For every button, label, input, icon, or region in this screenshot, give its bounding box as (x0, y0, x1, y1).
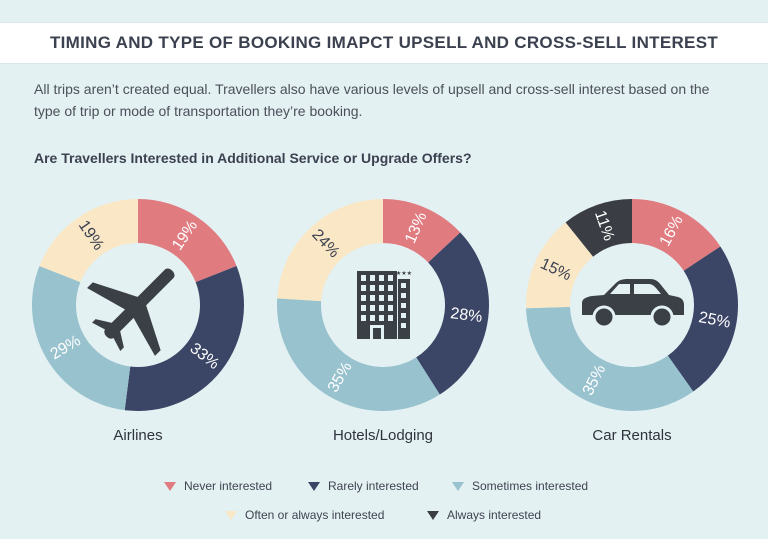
donut-slice-never (632, 199, 721, 271)
page-title: TIMING AND TYPE OF BOOKING IMAPCT UPSELL… (49, 33, 719, 52)
donut-slice-rarely (124, 265, 244, 411)
legend-item-rarely: Rarely interested (307, 479, 419, 493)
hotel-icon: ★★★ (357, 270, 412, 339)
legend-item-often: Often or always interested (224, 508, 384, 522)
data-label-rarely: 25% (697, 309, 732, 332)
data-label-rarely: 28% (449, 305, 483, 326)
donut-slice-often (526, 222, 594, 309)
legend-item-never: Never interested (163, 479, 272, 493)
chart-title: Car Rentals (592, 427, 671, 444)
svg-text:★★★: ★★★ (396, 270, 412, 277)
legend-swatch-rarely (308, 481, 320, 491)
chart-title: Airlines (113, 427, 162, 444)
car-icon (582, 279, 684, 329)
legend-label-never: Never interested (184, 479, 273, 493)
donut-slice-always (565, 199, 632, 257)
donut-slice-sometimes (277, 298, 440, 411)
donut-slice-often (277, 199, 383, 302)
legend-label-always: Always interested (447, 508, 542, 522)
donut-slice-sometimes (31, 265, 131, 411)
legend-label-often: Often or always interested (245, 508, 385, 522)
legend-swatch-sometimes (452, 481, 464, 491)
donut-chart-0: 19%33%29%19%Airlines (31, 199, 244, 444)
donut-chart-2: 16%25%35%15%11%Car Rentals (526, 199, 739, 444)
legend-label-sometimes: Sometimes interested (472, 479, 589, 493)
intro-text: All trips aren’t created equal. Travelle… (34, 81, 710, 119)
donut-slice-often (39, 199, 138, 283)
donut-slice-never (138, 199, 237, 283)
legend-swatch-never (164, 481, 176, 491)
donut-slice-rarely (667, 246, 739, 392)
donut-slice-rarely (416, 232, 489, 395)
donut-slice-sometimes (526, 306, 694, 412)
legend-label-rarely: Rarely interested (328, 479, 419, 493)
legend-item-always: Always interested (426, 508, 541, 522)
chart-title: Hotels/Lodging (333, 427, 433, 444)
title-band: TIMING AND TYPE OF BOOKING IMAPCT UPSELL… (0, 22, 768, 64)
donut-slice-never (383, 199, 461, 263)
legend-swatch-always (427, 510, 439, 520)
donut-chart-1: 13%28%35%24%★★★Hotels/Lodging (277, 199, 489, 444)
legend-swatch-often (225, 510, 237, 520)
legend-item-sometimes: Sometimes interested (451, 479, 588, 493)
airplane-icon (87, 268, 175, 356)
chart-question: Are Travellers Interested in Additional … (34, 150, 472, 166)
